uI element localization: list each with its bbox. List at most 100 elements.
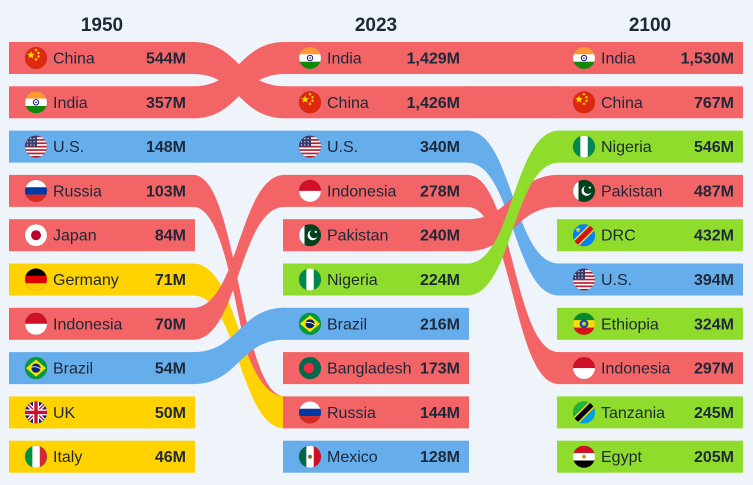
mexico-flag-icon [298,445,322,469]
population-value: 546M [694,139,734,156]
tanzania-flag-icon [572,401,596,424]
row-nigeria-2023: Nigeria 224M [283,263,469,296]
population-value: 70M [155,316,186,333]
row-japan-1950: Japan 84M [9,219,195,252]
population-value: 224M [420,272,460,289]
india-flag-icon [24,91,48,114]
row-india-2023: India 1,429M [283,42,469,74]
country-label: Germany [53,272,119,289]
country-label: Pakistan [601,183,662,200]
us-flag-icon [24,135,48,158]
year-headers: 1950 2023 2100 [81,15,671,36]
year-header-2023: 2023 [355,15,397,36]
row-u-s-2100: U.S. 394M [557,263,743,296]
population-value: 46M [155,449,186,466]
population-value: 1,530M [681,51,734,68]
population-value: 340M [420,139,460,156]
country-label: India [53,95,88,112]
country-label: U.S. [327,139,358,156]
country-label: Japan [53,228,97,245]
row-germany-1950: Germany 71M [9,263,195,296]
row-pakistan-2023: Pakistan 240M [283,219,469,252]
ribbon-indonesia-2023-2100 [467,174,559,385]
country-label: Indonesia [601,361,670,378]
population-value: 357M [146,95,186,112]
population-value: 173M [420,361,460,378]
row-uk-1950: UK 50M [9,396,195,429]
uk-flag-icon [24,401,48,424]
row-egypt-2100: Egypt 205M [557,440,743,473]
row-brazil-1950: Brazil 54M [9,352,195,385]
row-ethiopia-2100: Ethiopia 324M [557,307,743,340]
country-label: Brazil [327,316,367,333]
ribbons-layer [193,42,559,429]
population-value: 240M [420,228,460,245]
country-label: Brazil [53,361,93,378]
country-label: Ethiopia [601,316,659,333]
ribbon-brazil-1950-2023 [193,307,285,385]
country-label: U.S. [601,272,632,289]
rows-layer: China 544M India 357M U.S. 148M Russia 103M Japa… [9,42,743,473]
japan-flag-icon [24,223,48,247]
country-label: U.S. [53,139,84,156]
population-value: 71M [155,272,186,289]
india-flag-icon [572,46,596,70]
country-label: Tanzania [601,405,665,422]
bangladesh-flag-icon [298,356,322,380]
nigeria-flag-icon [298,268,322,291]
population-value: 205M [694,449,734,466]
china-flag-icon [572,91,596,114]
ribbon-russia-1950-2023 [193,174,285,429]
population-value: 103M [146,183,186,200]
population-value: 148M [146,139,186,156]
population-value: 487M [694,183,734,200]
indonesia-flag-icon [24,312,48,336]
country-label: Italy [53,449,82,466]
population-value: 278M [420,183,460,200]
row-nigeria-2100: Nigeria 546M [557,130,743,163]
population-value: 544M [146,51,186,68]
brazil-flag-icon [298,312,322,336]
nigeria-flag-icon [572,135,596,158]
population-value: 297M [694,361,734,378]
year-header-2100: 2100 [629,15,671,36]
country-label: China [53,51,95,68]
drc-flag-icon [572,223,596,247]
population-value: 128M [420,449,460,466]
row-indonesia-1950: Indonesia 70M [9,307,195,340]
row-indonesia-2100: Indonesia 297M [557,352,743,385]
egypt-flag-icon [572,445,596,469]
brazil-flag-icon [24,356,48,380]
pakistan-flag-icon [298,223,322,247]
population-value: 84M [155,228,186,245]
row-india-1950: India 357M [9,86,195,119]
pakistan-flag-icon [572,179,596,203]
india-flag-icon [298,46,322,70]
country-label: Nigeria [601,139,652,156]
country-label: China [601,95,643,112]
population-value: 50M [155,405,186,422]
row-pakistan-2100: Pakistan 487M [557,174,743,207]
population-value: 324M [694,316,734,333]
china-flag-icon [298,91,322,114]
row-u-s-1950: U.S. 148M [9,130,195,163]
population-value: 144M [420,405,460,422]
us-flag-icon [298,135,322,158]
population-value: 1,426M [407,95,460,112]
china-flag-icon [24,46,48,70]
russia-flag-icon [24,179,48,203]
indonesia-flag-icon [298,179,322,203]
ribbon-china-2023-2100 [467,86,559,119]
year-header-1950: 1950 [81,15,123,36]
ribbon-u-s-1950-2023 [193,130,285,163]
row-indonesia-2023: Indonesia 278M [283,174,469,207]
russia-flag-icon [298,401,322,424]
ribbon-nigeria-2023-2100 [467,130,559,296]
indonesia-flag-icon [572,356,596,380]
country-label: China [327,95,369,112]
row-mexico-2023: Mexico 128M [283,440,469,473]
italy-flag-icon [24,445,48,469]
row-brazil-2023: Brazil 216M [283,307,469,340]
row-russia-1950: Russia 103M [9,174,195,207]
